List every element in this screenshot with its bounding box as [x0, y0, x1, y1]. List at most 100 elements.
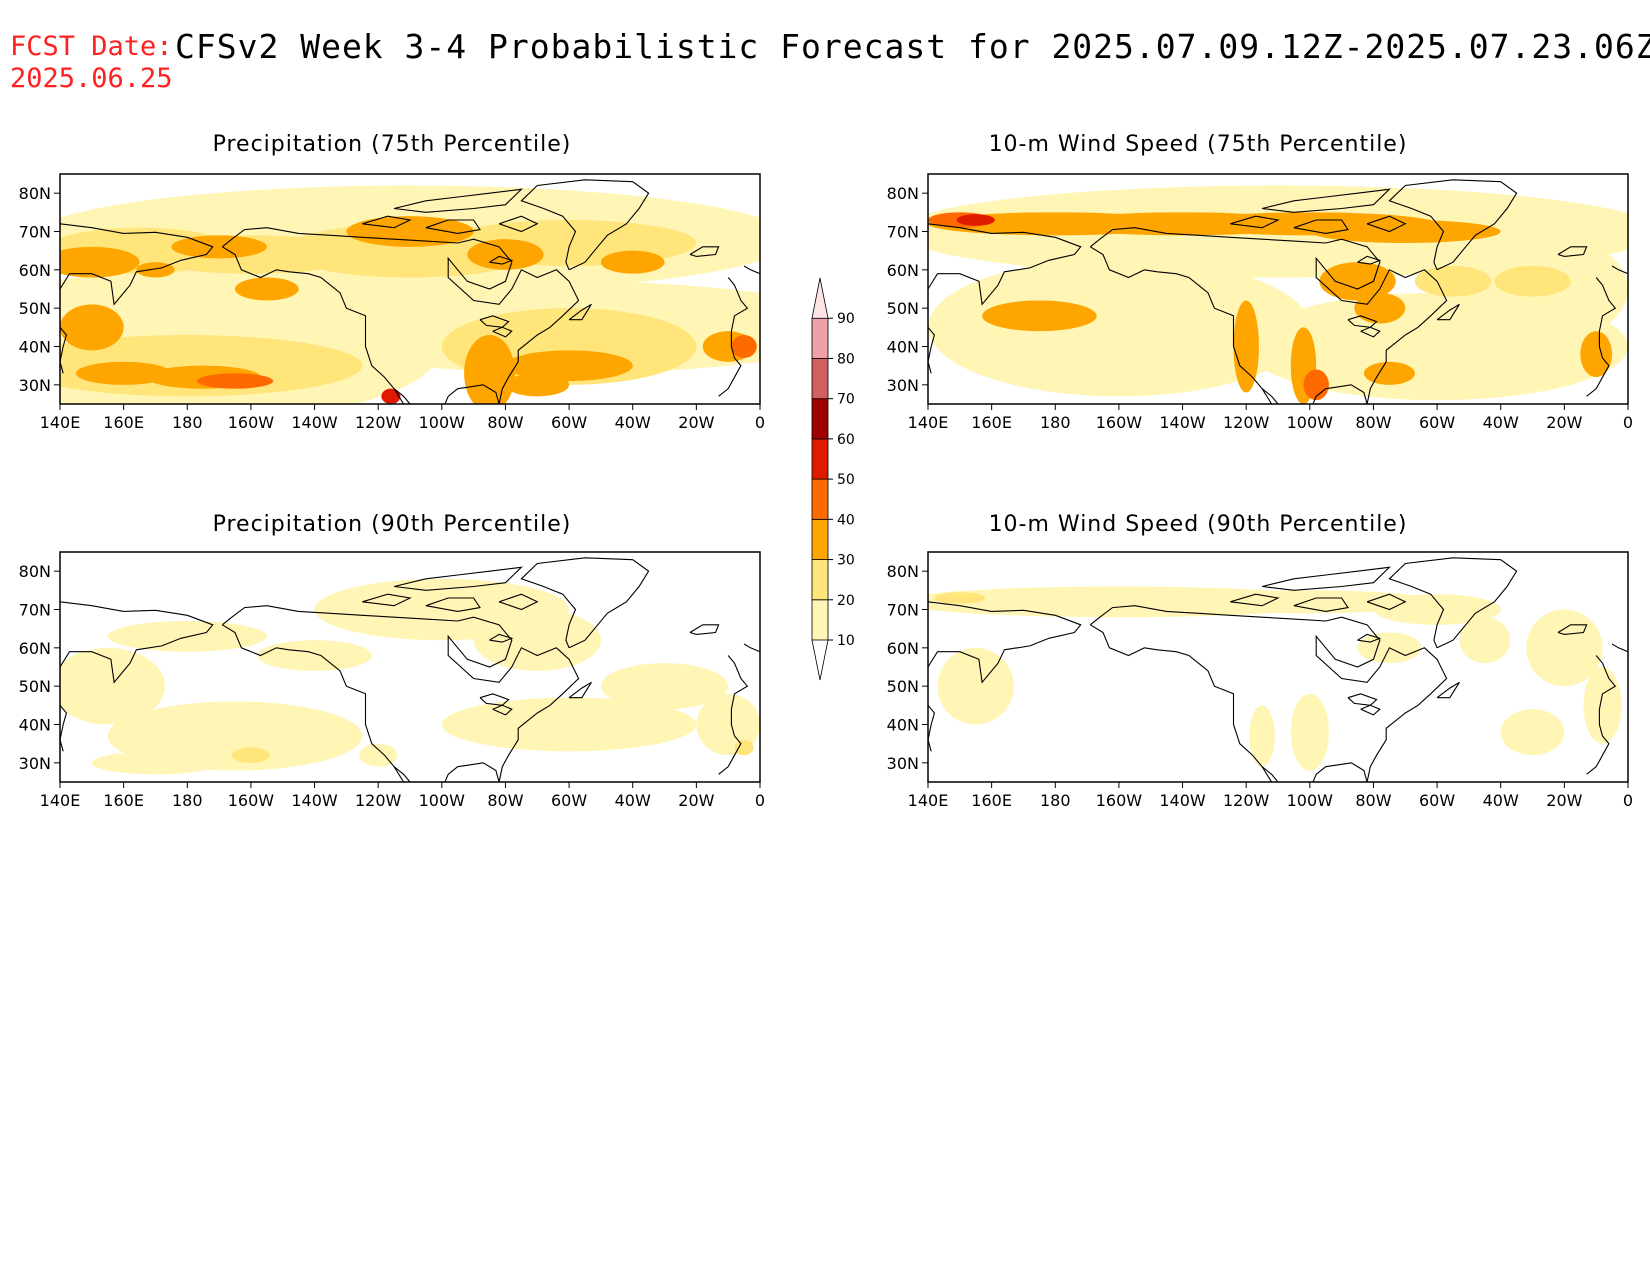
- probability-shading: [60, 246, 140, 278]
- probability-shading: [136, 262, 175, 278]
- probability-shading: [1526, 609, 1603, 687]
- probability-shading: [1583, 667, 1622, 744]
- lon-tick-label: 140W: [1159, 791, 1206, 810]
- colorbar-segment: [811, 599, 829, 641]
- probability-shading: [1494, 266, 1571, 297]
- probability-shading: [734, 739, 754, 756]
- lat-tick-label: 80N: [887, 562, 919, 581]
- figure-header: FCST Date: 2025.06.25 CFSv2 Week 3-4 Pro…: [10, 30, 1650, 100]
- colorbar-tick-label: 20: [837, 593, 855, 609]
- probability-shading: [505, 350, 633, 381]
- probability-shading: [196, 373, 274, 389]
- probability-shading: [1249, 705, 1275, 767]
- probability-shading: [956, 214, 995, 226]
- colorbar-segment: [811, 518, 829, 560]
- colorbar-tick-label: 80: [837, 351, 855, 367]
- lat-tick-label: 70N: [19, 223, 51, 242]
- probability-shading: [1414, 266, 1492, 297]
- probability-shading: [473, 701, 538, 748]
- lat-tick-label: 70N: [887, 601, 919, 620]
- probability-shading: [1500, 709, 1565, 756]
- lat-tick-label: 50N: [887, 299, 919, 318]
- panel-title-wind-90: 10-m Wind Speed (90th Percentile): [988, 512, 1408, 537]
- lon-tick-label: 60W: [1419, 791, 1455, 810]
- probability-shading: [696, 693, 760, 756]
- colorbar-tick-label: 30: [837, 553, 855, 569]
- probability-shading: [1303, 369, 1329, 401]
- lon-tick-label: 20W: [678, 791, 714, 810]
- lon-tick-label: 120W: [1223, 413, 1270, 432]
- probability-shading: [1580, 331, 1613, 378]
- coastline: [928, 179, 1628, 404]
- lon-tick-label: 180: [1040, 413, 1071, 432]
- probability-shading: [600, 250, 665, 274]
- probability-shading: [1459, 617, 1511, 664]
- lon-tick-label: 160W: [228, 791, 275, 810]
- lat-tick-label: 60N: [19, 639, 51, 658]
- probability-shading: [600, 663, 729, 710]
- lon-tick-label: 60W: [551, 791, 587, 810]
- lon-tick-label: 160W: [228, 413, 275, 432]
- lon-tick-label: 140W: [291, 413, 338, 432]
- lat-tick-label: 70N: [19, 601, 51, 620]
- colorbar-segment: [811, 559, 829, 601]
- lon-tick-label: 60W: [551, 413, 587, 432]
- lat-tick-label: 30N: [887, 754, 919, 773]
- probability-shading: [1182, 590, 1438, 614]
- lon-tick-label: 180: [172, 413, 203, 432]
- lon-tick-label: 180: [172, 791, 203, 810]
- forecast-date-value: 2025.06.25: [10, 63, 173, 94]
- lat-tick-label: 50N: [19, 299, 51, 318]
- lon-tick-label: 100W: [1287, 413, 1334, 432]
- lat-tick-label: 60N: [887, 261, 919, 280]
- lat-tick-label: 30N: [19, 376, 51, 395]
- map-panel-precip-75: 140E 160E 180 160W 140W 120W 100W 80W 60W 40W 20W 0…: [19, 173, 765, 432]
- probability-shading: [464, 335, 515, 404]
- probability-shading: [982, 300, 1097, 332]
- lat-tick-label: 50N: [19, 677, 51, 696]
- probability-shading: [928, 258, 1310, 397]
- probability-shading: [937, 647, 1014, 725]
- colorbar-tick-label: 60: [837, 432, 855, 448]
- lon-tick-label: 80W: [487, 791, 523, 810]
- colorbar-segment: [811, 277, 829, 319]
- lon-tick-label: 160W: [1096, 413, 1143, 432]
- map-panel-wind-90: 140E 160E 180 160W 140W 120W 100W 80W 60W 40W 20W 0…: [887, 551, 1633, 810]
- lon-tick-label: 140E: [908, 413, 949, 432]
- lon-tick-label: 140E: [40, 413, 81, 432]
- map-panel-wind-75: 140E 160E 180 160W 140W 120W 100W 80W 60W 40W 20W 0…: [887, 173, 1633, 432]
- lat-tick-label: 80N: [19, 184, 51, 203]
- probability-shading: [346, 216, 474, 247]
- lat-tick-label: 80N: [887, 184, 919, 203]
- probability-shading: [1290, 693, 1329, 771]
- lat-tick-label: 80N: [19, 562, 51, 581]
- lat-tick-label: 30N: [887, 376, 919, 395]
- probability-shading: [171, 235, 267, 259]
- figure-title: CFSv2 Week 3-4 Probabilistic Forecast fo…: [175, 27, 1650, 66]
- lon-tick-label: 160E: [971, 791, 1012, 810]
- panel-title-wind-75: 10-m Wind Speed (75th Percentile): [988, 132, 1408, 157]
- lon-tick-label: 0: [1623, 413, 1633, 432]
- lat-tick-label: 40N: [19, 716, 51, 735]
- coastline: [60, 179, 760, 404]
- coastline: [60, 557, 760, 782]
- lon-tick-label: 40W: [615, 413, 651, 432]
- lon-tick-label: 80W: [1355, 791, 1391, 810]
- lon-tick-label: 0: [755, 413, 765, 432]
- probability-shading: [257, 640, 372, 671]
- colorbar-tick-label: 70: [837, 392, 855, 408]
- colorbar-segment: [811, 438, 829, 480]
- probability-shading: [731, 335, 757, 358]
- lon-tick-label: 160E: [971, 413, 1012, 432]
- lon-tick-label: 100W: [419, 413, 466, 432]
- lat-tick-label: 70N: [887, 223, 919, 242]
- lon-tick-label: 0: [1623, 791, 1633, 810]
- lon-tick-label: 120W: [1223, 791, 1270, 810]
- colorbar-segment: [811, 317, 829, 359]
- lat-tick-label: 50N: [887, 677, 919, 696]
- lon-tick-label: 40W: [1483, 791, 1519, 810]
- lon-tick-label: 140W: [1159, 413, 1206, 432]
- probability-shading: [381, 388, 401, 404]
- lon-tick-label: 160W: [1096, 791, 1143, 810]
